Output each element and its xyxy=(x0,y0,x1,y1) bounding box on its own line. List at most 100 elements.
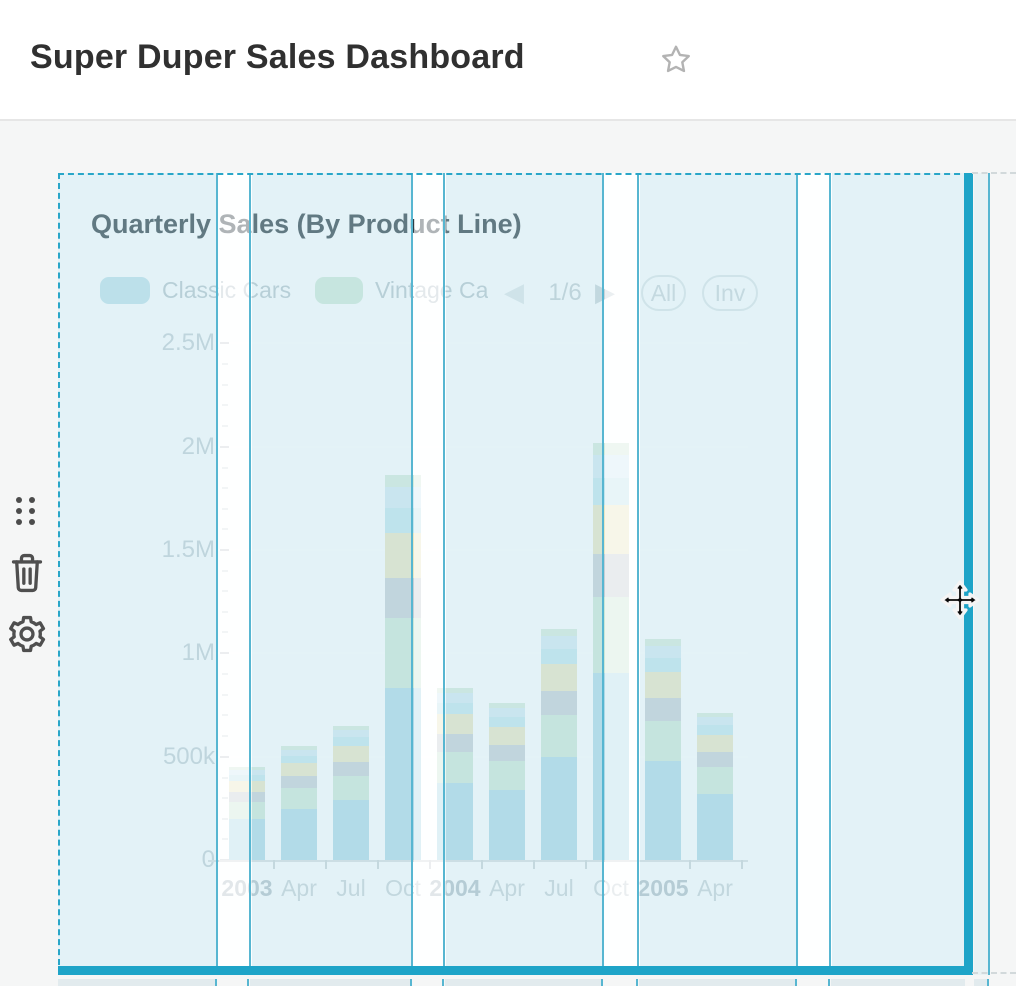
bar-segment[interactable] xyxy=(333,746,369,762)
bar-segment[interactable] xyxy=(437,783,473,860)
trash-icon[interactable] xyxy=(8,551,46,595)
y-minor-tick xyxy=(222,735,228,737)
bar-segment[interactable] xyxy=(437,688,473,693)
bar-segment[interactable] xyxy=(229,767,265,770)
bar-segment[interactable] xyxy=(229,781,265,792)
bar-segment[interactable] xyxy=(333,737,369,746)
legend-prev-icon[interactable]: ◀ xyxy=(504,277,524,307)
bar-segment[interactable] xyxy=(593,554,629,597)
bar-segment[interactable] xyxy=(333,800,369,860)
bar-segment[interactable] xyxy=(229,802,265,819)
bar-segment[interactable] xyxy=(593,443,629,455)
bar-segment[interactable] xyxy=(385,508,421,533)
bar-segment[interactable] xyxy=(281,746,317,750)
bar-segment[interactable] xyxy=(385,578,421,618)
bar-segment[interactable] xyxy=(385,487,421,508)
legend-next-icon[interactable]: ▶ xyxy=(595,277,615,307)
bar-segment[interactable] xyxy=(541,691,577,715)
bar-segment[interactable] xyxy=(281,788,317,809)
bar-segment[interactable] xyxy=(593,673,629,860)
y-minor-tick xyxy=(222,404,228,406)
legend-inv-button[interactable]: Inv xyxy=(702,275,758,311)
bar-segment[interactable] xyxy=(385,475,421,487)
bar-segment[interactable] xyxy=(333,730,369,737)
y-major-tick xyxy=(220,652,229,654)
bar-segment[interactable] xyxy=(229,792,265,802)
bar-segment[interactable] xyxy=(229,770,265,775)
bar-segment[interactable] xyxy=(593,505,629,554)
panel-resize-handle-right[interactable] xyxy=(964,173,973,975)
bar-segment[interactable] xyxy=(437,703,473,714)
bar-segment[interactable] xyxy=(385,618,421,688)
bar-segment[interactable] xyxy=(489,761,525,790)
y-axis-tick-label: 1M xyxy=(181,639,215,666)
y-major-tick xyxy=(220,756,229,758)
y-minor-tick xyxy=(222,425,228,427)
bar-segment[interactable] xyxy=(489,717,525,727)
bar-segment[interactable] xyxy=(645,698,681,721)
panel-resize-handle-bottom[interactable] xyxy=(58,966,973,975)
chart-title: Quarterly Sales (By Product Line) xyxy=(91,209,522,239)
bar-segment[interactable] xyxy=(333,762,369,776)
selection-border-extension xyxy=(972,972,1016,974)
bar-segment[interactable] xyxy=(541,649,577,664)
bar-segment[interactable] xyxy=(645,646,681,658)
bar-segment[interactable] xyxy=(489,703,525,708)
bar-segment[interactable] xyxy=(489,708,525,717)
bar-segment[interactable] xyxy=(229,775,265,781)
bar-segment[interactable] xyxy=(593,597,629,673)
bar-segment[interactable] xyxy=(645,721,681,761)
legend-swatch-vintage-cars xyxy=(315,277,363,304)
favorite-star-icon[interactable] xyxy=(658,42,694,78)
legend-item-vintage-cars[interactable]: Vintage Ca xyxy=(315,277,488,304)
grid-column-line-below xyxy=(987,979,989,986)
bar-segment[interactable] xyxy=(645,639,681,646)
y-axis-tick-label: 0 xyxy=(105,846,215,874)
drag-handle-icon[interactable] xyxy=(16,497,35,525)
grid-column-line-below xyxy=(410,979,412,986)
bar-segment[interactable] xyxy=(229,819,265,860)
bar-segment[interactable] xyxy=(541,629,577,636)
legend-item-classic-cars[interactable]: Classic Cars xyxy=(100,277,291,304)
bar-segment[interactable] xyxy=(697,752,733,767)
bar-segment[interactable] xyxy=(697,794,733,860)
bar-segment[interactable] xyxy=(593,455,629,478)
bar-segment[interactable] xyxy=(541,757,577,860)
bar-segment[interactable] xyxy=(489,790,525,860)
bar-segment[interactable] xyxy=(697,717,733,725)
bar-segment[interactable] xyxy=(645,658,681,672)
bar-segment[interactable] xyxy=(697,735,733,752)
bar-segment[interactable] xyxy=(281,809,317,860)
bar-segment[interactable] xyxy=(437,752,473,783)
bar-segment[interactable] xyxy=(281,776,317,788)
grid-column-below xyxy=(58,979,216,986)
bar-segment[interactable] xyxy=(541,715,577,757)
bar-segment[interactable] xyxy=(385,688,421,860)
bar-segment[interactable] xyxy=(437,714,473,734)
bar-segment[interactable] xyxy=(541,664,577,691)
bar-segment[interactable] xyxy=(333,776,369,800)
bar-segment[interactable] xyxy=(333,726,369,730)
bar-segment[interactable] xyxy=(281,756,317,763)
bar-segment[interactable] xyxy=(645,761,681,860)
legend-all-button[interactable]: All xyxy=(641,275,686,311)
bar-segment[interactable] xyxy=(541,636,577,649)
dashboard-panel[interactable]: Quarterly Sales (By Product Line) Classi… xyxy=(58,173,973,975)
x-axis-tick xyxy=(325,860,327,869)
bar-segment[interactable] xyxy=(281,763,317,776)
bar-segment[interactable] xyxy=(489,745,525,761)
bar-segment[interactable] xyxy=(645,672,681,698)
bar-segment[interactable] xyxy=(281,750,317,756)
bar-segment[interactable] xyxy=(437,693,473,703)
bar-segment[interactable] xyxy=(385,533,421,578)
x-axis-tick xyxy=(533,860,535,869)
bar-segment[interactable] xyxy=(697,767,733,794)
bar-segment[interactable] xyxy=(489,727,525,745)
bar-segment[interactable] xyxy=(697,713,733,717)
y-gridline xyxy=(208,756,748,758)
bar-segment[interactable] xyxy=(437,734,473,752)
gear-icon[interactable] xyxy=(6,612,48,656)
bar-segment[interactable] xyxy=(697,725,733,735)
bar-segment[interactable] xyxy=(593,478,629,505)
